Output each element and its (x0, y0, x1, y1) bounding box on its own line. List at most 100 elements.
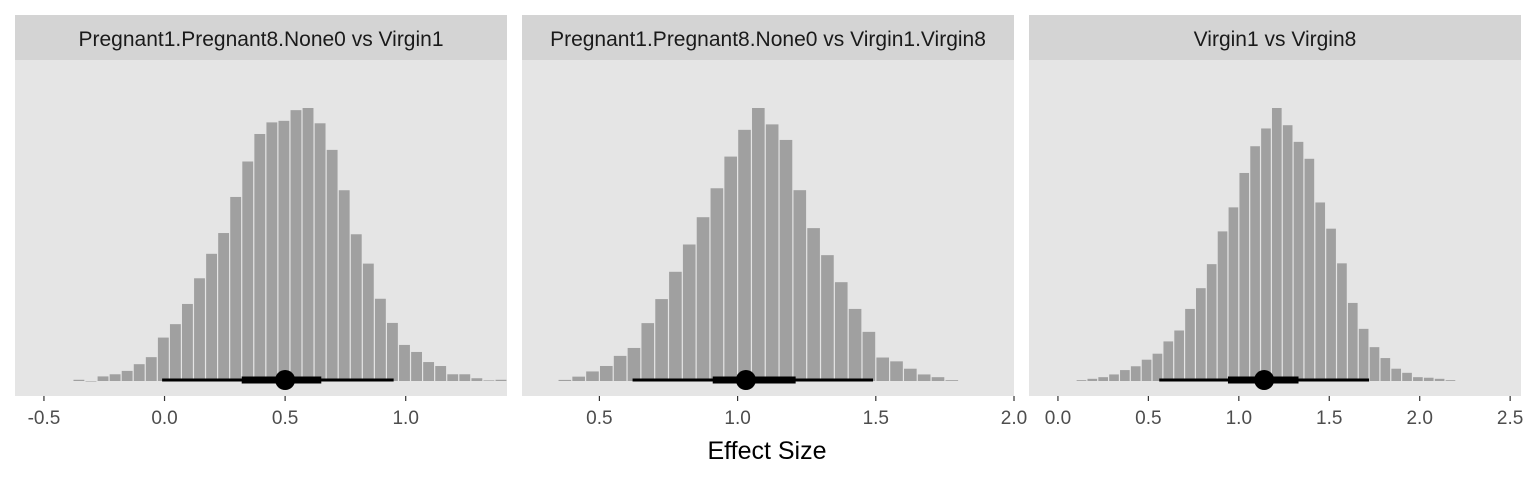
x-tick-label: 1.5 (1316, 408, 1342, 429)
histogram-bar (1228, 207, 1239, 381)
panels-layer: Pregnant1.Pregnant8.None0 vs Virgin1 -0.5… (15, 15, 1523, 429)
histogram-bar (326, 149, 338, 381)
histogram-bar (1206, 264, 1217, 381)
histogram-bar (145, 357, 157, 381)
histogram-bar (641, 323, 655, 381)
histogram-bar (459, 374, 471, 381)
histogram-bar (157, 337, 169, 381)
histogram-bar (1326, 228, 1336, 381)
histogram-bar (724, 156, 737, 381)
histogram-bar (374, 298, 386, 381)
histogram-bar (613, 355, 627, 381)
median-point (275, 370, 296, 390)
histogram-bar (314, 123, 326, 381)
histogram-bar (1261, 128, 1271, 381)
histogram-bar (1185, 308, 1195, 381)
histogram-bar (109, 374, 121, 381)
median-point (1254, 370, 1275, 390)
histogram-bar (362, 263, 374, 381)
x-tick-label: 2.0 (1001, 408, 1027, 429)
histogram-bar (1271, 108, 1282, 381)
histogram-bar (206, 253, 217, 381)
histogram-bar (278, 120, 290, 381)
x-tick-label: 0.5 (272, 408, 298, 429)
histogram-bar (890, 361, 903, 381)
histogram-bar (495, 379, 507, 381)
x-tick-label: 1.5 (863, 408, 889, 429)
histogram-bar (1380, 358, 1391, 381)
histogram-bar (1423, 377, 1434, 381)
histogram-bar (1239, 172, 1250, 381)
histogram-bar (97, 376, 109, 381)
histogram-bar (572, 376, 585, 381)
x-tick-label: 0.5 (586, 408, 612, 429)
histogram-bar (669, 271, 682, 381)
x-tick-label: 0.5 (1135, 408, 1161, 429)
histogram-bar (627, 347, 641, 381)
histogram-bar (1369, 347, 1380, 381)
x-tick-label: -0.5 (28, 408, 61, 429)
histogram-bar (254, 133, 266, 381)
histogram-bar (821, 255, 834, 381)
x-tick-label: 1.0 (724, 408, 750, 429)
histogram-bar (338, 190, 350, 381)
x-tick-label: 2.0 (1406, 408, 1432, 429)
facet-label: Pregnant1.Pregnant8.None0 vs Virgin1 (78, 28, 443, 51)
histogram-bar (1130, 366, 1141, 381)
histogram-bar (682, 244, 696, 381)
x-tick-label: 1.0 (1226, 408, 1252, 429)
facet-panel: Pregnant1.Pregnant8.None0 vs Virgin1.Vir… (522, 15, 1027, 429)
histogram-bar (876, 357, 890, 381)
histogram-bar (447, 374, 459, 381)
x-tick-label: 0.0 (151, 408, 177, 429)
histogram-bar (387, 322, 398, 381)
histogram-bar (1217, 231, 1228, 381)
histogram-bar (85, 381, 97, 382)
histogram-bar (1098, 377, 1108, 381)
histogram-bar (862, 331, 876, 381)
x-tick-label: 2.5 (1497, 408, 1523, 429)
histogram-bar (1293, 141, 1304, 381)
histogram-bar (738, 129, 751, 381)
histogram-bar (1109, 374, 1119, 381)
histogram-bar (1087, 378, 1098, 381)
histogram-bar (848, 308, 862, 381)
histogram-bar (1250, 146, 1260, 381)
histogram-bar (169, 324, 181, 381)
histogram-bar (1196, 288, 1206, 381)
histogram-bar (1152, 353, 1163, 381)
histogram-bar (218, 233, 230, 381)
histogram-bar (483, 380, 495, 381)
histogram-bar (1174, 330, 1184, 381)
histogram-bar (931, 377, 945, 381)
facet-strip (522, 15, 1014, 60)
histogram-bar (779, 139, 793, 381)
histogram-bar (586, 371, 599, 381)
histogram-bar (696, 217, 710, 381)
histogram-bar (350, 234, 362, 381)
histogram-bar (399, 344, 410, 381)
histogram-bar (655, 299, 668, 381)
histogram-bar (133, 364, 145, 381)
histogram-bar (1413, 377, 1423, 381)
histogram-bar (599, 365, 613, 381)
histogram-bar (471, 378, 483, 381)
histogram-bar (793, 190, 807, 381)
histogram-bar (1304, 158, 1315, 381)
facet-label: Pregnant1.Pregnant8.None0 vs Virgin1.Vir… (550, 28, 986, 51)
histogram-bar (194, 278, 205, 381)
x-axis-title: Effect Size (707, 437, 826, 465)
histogram-bar (834, 282, 848, 381)
histogram-bar (1358, 328, 1369, 381)
histogram-bar (73, 379, 85, 381)
histogram-bar (1391, 368, 1402, 381)
histogram-bar (710, 188, 724, 381)
median-point (735, 370, 756, 390)
histogram-bar (1076, 380, 1087, 381)
histogram-bar (1337, 263, 1347, 381)
x-tick-label: 0.0 (1045, 408, 1071, 429)
histogram-bar (917, 374, 931, 381)
histogram-bar (1402, 372, 1412, 381)
histogram-bar (945, 380, 959, 381)
